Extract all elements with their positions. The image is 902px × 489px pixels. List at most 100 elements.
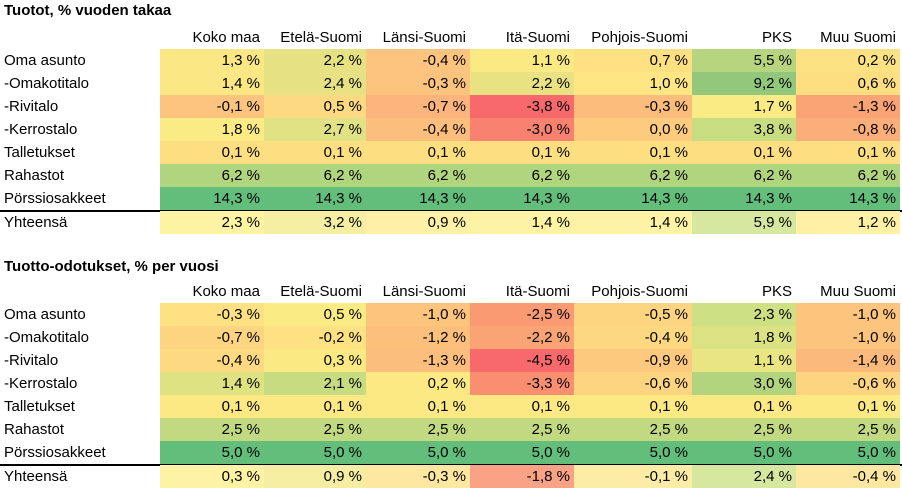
- data-cell: -0,3 %: [160, 303, 264, 326]
- data-cell: 5,0 %: [796, 441, 900, 464]
- table-row: Pörssiosakkeet 5,0 % 5,0 % 5,0 % 5,0 % 5,0 % 5…: [0, 441, 902, 464]
- data-cell: 2,5 %: [574, 418, 692, 441]
- data-cell: 0,1 %: [366, 395, 470, 418]
- data-cell: 5,0 %: [264, 441, 366, 464]
- data-cell: -1,2 %: [366, 326, 470, 349]
- data-cell: 2,4 %: [264, 72, 366, 95]
- table-row: Rahastot 2,5 % 2,5 % 2,5 % 2,5 % 2,5 % 2,5 % 2,…: [0, 418, 902, 441]
- data-cell: -3,8 %: [470, 95, 574, 118]
- data-cell: 0,1 %: [160, 395, 264, 418]
- data-cell: 0,3 %: [264, 349, 366, 372]
- data-cell: 2,2 %: [470, 72, 574, 95]
- data-cell: -4,5 %: [470, 349, 574, 372]
- table-header-row: Koko maa Etelä-Suomi Länsi-Suomi Itä-Suomi P…: [0, 26, 902, 49]
- table-row: Talletukset 0,1 % 0,1 % 0,1 % 0,1 % 0,1 % 0,1 …: [0, 141, 902, 164]
- column-header-muu-suomi: Muu Suomi: [820, 29, 896, 46]
- data-cell: 2,5 %: [470, 418, 574, 441]
- data-cell: 1,4 %: [160, 72, 264, 95]
- data-cell: -3,0 %: [470, 118, 574, 141]
- data-cell: 6,2 %: [692, 164, 796, 187]
- data-cell: 3,0 %: [692, 372, 796, 395]
- total-row: Yhteensä 2,3 % 3,2 % 0,9 % 1,4 % 1,4 % 5,9 % 1,…: [0, 210, 902, 235]
- column-header-muu-suomi: Muu Suomi: [820, 283, 896, 300]
- data-cell: 0,1 %: [796, 395, 900, 418]
- table-row: -Kerrostalo 1,4 % 2,1 % 0,2 % -3,3 % -0,6 % 3,…: [0, 372, 902, 395]
- data-cell: -2,5 %: [470, 303, 574, 326]
- data-cell: 14,3 %: [160, 187, 264, 210]
- row-label: Oma asunto: [4, 306, 86, 323]
- data-cell: 5,0 %: [366, 441, 470, 464]
- table-row: -Omakotitalo 1,4 % 2,4 % -0,3 % 2,2 % 1,0 % 9,…: [0, 72, 902, 95]
- data-cell: 2,5 %: [160, 418, 264, 441]
- total-cell: 0,9 %: [264, 465, 366, 488]
- total-cell: 1,2 %: [796, 211, 900, 234]
- data-cell: -0,7 %: [160, 326, 264, 349]
- data-cell: -0,8 %: [796, 118, 900, 141]
- total-row: Yhteensä 0,3 % 0,9 % -0,3 % -1,8 % -0,1 % 2,4 …: [0, 464, 902, 489]
- data-cell: -0,2 %: [264, 326, 366, 349]
- column-header-pohjois-suomi: Pohjois-Suomi: [591, 29, 688, 46]
- data-cell: 5,5 %: [692, 49, 796, 72]
- data-cell: 2,5 %: [692, 418, 796, 441]
- row-label: Rahastot: [4, 167, 65, 184]
- data-cell: 5,0 %: [470, 441, 574, 464]
- data-cell: 0,6 %: [796, 72, 900, 95]
- data-cell: 14,3 %: [264, 187, 366, 210]
- data-cell: 2,3 %: [692, 303, 796, 326]
- data-cell: 2,5 %: [796, 418, 900, 441]
- table-row: Rahastot 6,2 % 6,2 % 6,2 % 6,2 % 6,2 % 6,2 % 6,…: [0, 164, 902, 187]
- data-cell: 0,1 %: [264, 395, 366, 418]
- data-cell: 2,2 %: [264, 49, 366, 72]
- total-label: Yhteensä: [4, 468, 68, 485]
- data-cell: 2,5 %: [264, 418, 366, 441]
- data-cell: 6,2 %: [366, 164, 470, 187]
- row-label: -Kerrostalo: [4, 121, 78, 138]
- returns-table: Koko maa Etelä-Suomi Länsi-Suomi Itä-Suomi P…: [0, 26, 902, 235]
- data-cell: 5,0 %: [692, 441, 796, 464]
- data-cell: -0,4 %: [574, 326, 692, 349]
- data-cell: 1,8 %: [160, 118, 264, 141]
- table-header-row: Koko maa Etelä-Suomi Länsi-Suomi Itä-Suomi P…: [0, 280, 902, 303]
- data-cell: 6,2 %: [470, 164, 574, 187]
- row-label: Pörssiosakkeet: [4, 190, 106, 207]
- table-row: Oma asunto -0,3 % 0,5 % -1,0 % -2,5 % -0,5 % 2…: [0, 303, 902, 326]
- column-header-länsi-suomi: Länsi-Suomi: [382, 283, 466, 300]
- data-cell: 0,1 %: [264, 141, 366, 164]
- table-row: -Omakotitalo -0,7 % -0,2 % -1,2 % -2,2 % -0,4…: [0, 326, 902, 349]
- row-label: Pörssiosakkeet: [4, 444, 106, 461]
- data-cell: 9,2 %: [692, 72, 796, 95]
- total-cell: -0,3 %: [366, 465, 470, 488]
- total-cell: 1,4 %: [470, 211, 574, 234]
- data-cell: -1,0 %: [796, 326, 900, 349]
- data-cell: -0,6 %: [796, 372, 900, 395]
- data-cell: -0,6 %: [574, 372, 692, 395]
- data-cell: 0,1 %: [796, 141, 900, 164]
- data-cell: 2,7 %: [264, 118, 366, 141]
- data-cell: -1,4 %: [796, 349, 900, 372]
- data-cell: 0,7 %: [574, 49, 692, 72]
- column-header-etelä-suomi: Etelä-Suomi: [280, 283, 362, 300]
- data-cell: 0,2 %: [796, 49, 900, 72]
- data-cell: 1,1 %: [692, 349, 796, 372]
- data-cell: -0,3 %: [366, 72, 470, 95]
- row-label: Talletukset: [4, 398, 75, 415]
- data-cell: -2,2 %: [470, 326, 574, 349]
- total-cell: -1,8 %: [470, 465, 574, 488]
- expected-returns-table: Koko maa Etelä-Suomi Länsi-Suomi Itä-Suomi P…: [0, 280, 902, 489]
- row-label: Rahastot: [4, 421, 65, 438]
- data-cell: 1,8 %: [692, 326, 796, 349]
- data-cell: -1,3 %: [366, 349, 470, 372]
- data-cell: 0,0 %: [574, 118, 692, 141]
- data-cell: -1,0 %: [796, 303, 900, 326]
- column-header-pks: PKS: [761, 29, 792, 46]
- total-cell: 2,3 %: [160, 211, 264, 234]
- data-cell: 0,1 %: [160, 141, 264, 164]
- total-cell: 3,2 %: [264, 211, 366, 234]
- column-header-itä-suomi: Itä-Suomi: [505, 283, 570, 300]
- data-cell: 14,3 %: [470, 187, 574, 210]
- data-cell: 2,5 %: [366, 418, 470, 441]
- table-2-title: Tuotto-odotukset, % per vuosi: [4, 258, 219, 275]
- row-label: -Kerrostalo: [4, 375, 78, 392]
- row-label: -Rivitalo: [4, 352, 59, 369]
- data-cell: 0,1 %: [574, 141, 692, 164]
